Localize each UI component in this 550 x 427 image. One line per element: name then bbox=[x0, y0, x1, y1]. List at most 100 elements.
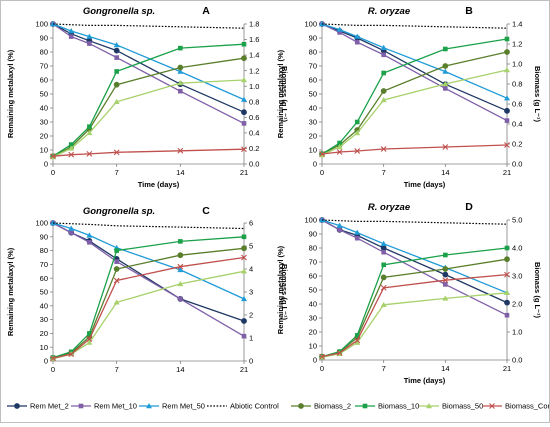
data-point bbox=[68, 142, 74, 147]
data-point bbox=[354, 229, 361, 235]
series-biomass_control bbox=[50, 254, 247, 362]
data-point bbox=[504, 245, 510, 251]
y-tick-label: 50 bbox=[309, 90, 317, 99]
data-point bbox=[336, 222, 343, 228]
data-point bbox=[114, 69, 119, 74]
data-point bbox=[381, 52, 386, 58]
data-point bbox=[68, 145, 75, 151]
x-tick-label: 21 bbox=[503, 364, 511, 373]
data-point bbox=[113, 47, 120, 54]
y-tick-label: 30 bbox=[40, 118, 48, 127]
series-line bbox=[321, 219, 508, 304]
series-biomass_50 bbox=[319, 67, 510, 158]
data-point bbox=[504, 49, 510, 55]
x-tick-label: 0 bbox=[51, 168, 55, 177]
legend-label: Biomass_2 bbox=[314, 402, 351, 411]
y2-tick-label: 2.0 bbox=[512, 300, 522, 309]
y-tick-label: 0 bbox=[44, 357, 48, 366]
series-line bbox=[52, 222, 245, 337]
y2-tick-label: 0.2 bbox=[512, 140, 522, 149]
y-tick-label: 80 bbox=[309, 48, 317, 57]
y2-tick-label: 1.6 bbox=[249, 35, 259, 44]
data-point bbox=[241, 234, 247, 240]
data-point bbox=[443, 282, 448, 287]
data-point bbox=[504, 271, 510, 278]
y2-tick-label: 3 bbox=[249, 288, 253, 297]
data-point bbox=[504, 36, 510, 42]
data-point bbox=[354, 33, 361, 39]
data-point bbox=[178, 296, 183, 302]
series-line bbox=[321, 219, 508, 294]
x-axis-label: Time (days) bbox=[138, 180, 180, 189]
y2-tick-label: 0.6 bbox=[512, 100, 522, 109]
data-point bbox=[241, 41, 247, 47]
data-point bbox=[50, 153, 56, 160]
legend-swatch-marker bbox=[14, 403, 20, 409]
x-tick-label: 21 bbox=[240, 365, 248, 374]
y-tick-label: 100 bbox=[304, 20, 317, 29]
y-tick-label: 70 bbox=[40, 260, 48, 269]
series-line bbox=[321, 69, 508, 156]
y2-axis-label: Biomass (g L⁻¹) bbox=[280, 66, 289, 123]
y2-tick-label: 0.8 bbox=[512, 80, 522, 89]
y-tick-label: 100 bbox=[35, 219, 48, 228]
legend-item-biomass_control: Biomass_Control bbox=[482, 402, 550, 411]
series-line bbox=[52, 23, 245, 124]
x-tick-label: 7 bbox=[382, 364, 386, 373]
y2-tick-label: 1 bbox=[249, 334, 253, 343]
series-line bbox=[321, 144, 508, 155]
legend-label: Rem Met_50 bbox=[162, 402, 205, 411]
y-axis-label: Remaining metalaxyl (%) bbox=[276, 245, 285, 334]
data-point bbox=[380, 284, 387, 291]
data-point bbox=[381, 249, 386, 255]
y2-tick-label: 5.0 bbox=[512, 216, 522, 225]
y-tick-label: 60 bbox=[309, 272, 317, 281]
data-point bbox=[241, 245, 247, 252]
data-point bbox=[86, 33, 93, 39]
data-point bbox=[68, 351, 75, 357]
data-point bbox=[354, 119, 360, 125]
y2-tick-label: 1.2 bbox=[512, 40, 522, 49]
data-point bbox=[241, 77, 247, 83]
data-point bbox=[354, 39, 360, 45]
data-point bbox=[354, 337, 361, 344]
series-line bbox=[321, 23, 508, 112]
y-tick-label: 70 bbox=[309, 62, 317, 71]
series-line bbox=[321, 23, 508, 29]
series-rem_met_50 bbox=[50, 220, 247, 302]
y2-tick-label: 1.4 bbox=[249, 51, 259, 60]
data-point bbox=[443, 86, 448, 91]
data-point bbox=[241, 254, 247, 261]
y2-axis-label: Biomass (g L⁻¹) bbox=[280, 264, 289, 321]
panel-title: R. oryzae bbox=[368, 202, 411, 213]
legend-item-rem_met_2: Rem Met_2 bbox=[7, 402, 69, 411]
series-biomass_control bbox=[319, 142, 510, 157]
legend-label: Biomass_10 bbox=[378, 402, 419, 411]
data-point bbox=[114, 55, 119, 60]
x-tick-label: 7 bbox=[115, 168, 119, 177]
data-point bbox=[354, 333, 360, 338]
panel-B: 01020304050607080901000.00.20.40.60.81.0… bbox=[276, 5, 542, 189]
data-point bbox=[504, 256, 510, 263]
data-point bbox=[68, 34, 74, 39]
y-axis-label: Remaining metalaxyl (%) bbox=[6, 49, 15, 138]
y2-tick-label: 4 bbox=[249, 265, 253, 274]
y-tick-label: 90 bbox=[40, 34, 48, 43]
y-tick-label: 90 bbox=[40, 232, 48, 241]
x-tick-label: 14 bbox=[441, 168, 449, 177]
series-line bbox=[321, 219, 508, 225]
series-line bbox=[321, 23, 508, 122]
data-point bbox=[319, 21, 325, 27]
series-line bbox=[52, 57, 245, 157]
data-point bbox=[241, 109, 247, 116]
x-tick-label: 0 bbox=[320, 168, 324, 177]
y2-tick-label: 0 bbox=[249, 357, 253, 366]
series-biomass_50 bbox=[50, 77, 247, 160]
x-tick-label: 14 bbox=[176, 168, 184, 177]
series-biomass_50 bbox=[319, 289, 510, 360]
y2-axis-label: Biomass (g L⁻¹) bbox=[533, 262, 542, 319]
y-tick-label: 80 bbox=[40, 48, 48, 57]
series-line bbox=[52, 222, 245, 230]
data-point bbox=[177, 280, 184, 287]
y-axis-label: Remaining metalaxyl (%) bbox=[276, 49, 285, 138]
